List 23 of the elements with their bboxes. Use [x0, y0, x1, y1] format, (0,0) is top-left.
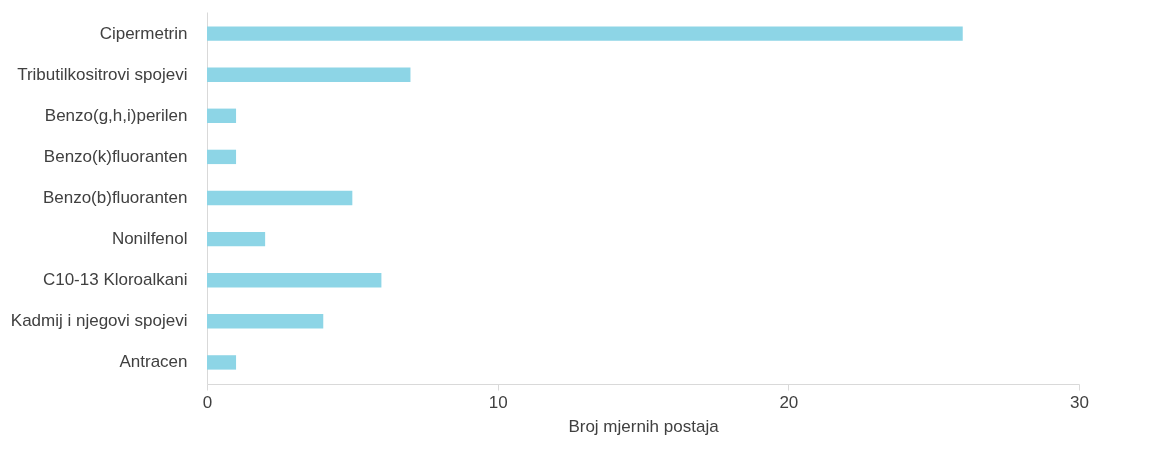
- x-tick-label: 10: [488, 392, 508, 412]
- bar: [207, 67, 411, 82]
- bar: [207, 190, 353, 206]
- y-tick-label: Benzo(g,h,i)perilen: [44, 105, 188, 125]
- y-tick-label: Antracen: [119, 352, 188, 372]
- y-tick-label: Kadmij i njegovi spojevi: [10, 311, 188, 331]
- y-tick-label: C10-13 Kloroalkani: [42, 270, 188, 290]
- bar: [207, 355, 237, 370]
- y-tick-label: Cipermetrin: [99, 23, 188, 43]
- x-axis-title: Broj mjernih postaja: [568, 416, 720, 436]
- y-tick-label: Nonilfenol: [111, 229, 188, 249]
- x-tick-label: 20: [779, 392, 799, 412]
- y-tick-label: Tributilkositrovi spojevi: [17, 64, 188, 84]
- bar: [207, 26, 963, 41]
- x-tick-label: 30: [1070, 392, 1089, 412]
- bar: [207, 314, 324, 329]
- bar: [207, 273, 382, 288]
- bar: [207, 149, 237, 165]
- y-tick-label: Benzo(b)fluoranten: [42, 188, 188, 207]
- bar: [207, 231, 266, 247]
- x-tick-label: 0: [202, 392, 213, 412]
- bar: [207, 108, 237, 123]
- y-tick-label: Benzo(k)fluoranten: [43, 146, 188, 166]
